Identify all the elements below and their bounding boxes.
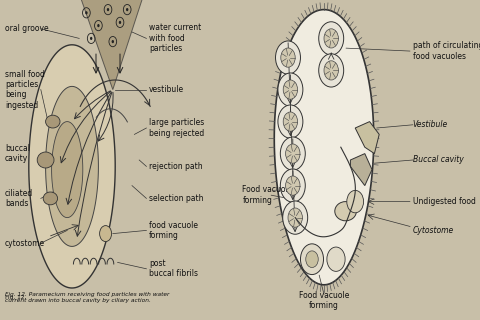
- Polygon shape: [355, 122, 379, 154]
- Text: food vacuole
forming: food vacuole forming: [149, 221, 198, 240]
- Ellipse shape: [43, 192, 58, 205]
- Circle shape: [319, 22, 344, 55]
- Circle shape: [283, 80, 298, 99]
- Polygon shape: [274, 10, 374, 285]
- Circle shape: [347, 190, 364, 213]
- Ellipse shape: [46, 115, 60, 128]
- Text: Fig. 12. Paramecium receiving food particles with water
current drawn into bucca: Fig. 12. Paramecium receiving food parti…: [5, 292, 169, 303]
- Ellipse shape: [335, 202, 356, 221]
- Circle shape: [280, 137, 305, 170]
- Text: selection path: selection path: [149, 194, 204, 203]
- Text: ciliated
bands: ciliated bands: [5, 189, 33, 208]
- Ellipse shape: [37, 152, 54, 168]
- Circle shape: [300, 244, 324, 275]
- Polygon shape: [52, 122, 83, 218]
- Text: Undigested food: Undigested food: [413, 197, 476, 206]
- Circle shape: [111, 40, 114, 43]
- Text: path of circulating
food vacuoles: path of circulating food vacuoles: [413, 42, 480, 61]
- Text: post
buccal fibrils: post buccal fibrils: [149, 259, 198, 278]
- Text: Fig. 12.: Fig. 12.: [5, 295, 28, 300]
- Text: Food vacuole
forming: Food vacuole forming: [242, 186, 293, 205]
- Circle shape: [324, 61, 338, 80]
- Circle shape: [283, 112, 298, 131]
- Text: buccal
cavity: buccal cavity: [5, 144, 30, 163]
- Polygon shape: [350, 154, 372, 186]
- Text: Vestibule: Vestibule: [413, 120, 448, 129]
- Circle shape: [126, 8, 129, 11]
- Text: large particles
being rejected: large particles being rejected: [149, 118, 204, 138]
- Text: Cytostome: Cytostome: [413, 226, 454, 235]
- Polygon shape: [29, 45, 115, 288]
- Circle shape: [107, 8, 109, 11]
- Circle shape: [280, 169, 305, 202]
- Circle shape: [85, 11, 88, 14]
- Text: small food
particles
being
ingested: small food particles being ingested: [5, 69, 45, 110]
- Text: cytostome: cytostome: [5, 239, 45, 248]
- Circle shape: [97, 24, 100, 27]
- Polygon shape: [79, 0, 144, 90]
- Circle shape: [327, 247, 345, 271]
- Text: Buccal cavity: Buccal cavity: [413, 156, 464, 164]
- Circle shape: [100, 226, 112, 242]
- Circle shape: [119, 21, 121, 24]
- Polygon shape: [46, 86, 98, 246]
- Circle shape: [324, 29, 338, 48]
- Text: vestibule: vestibule: [149, 85, 184, 94]
- Circle shape: [286, 144, 300, 163]
- Text: water current
with food
particles: water current with food particles: [149, 23, 201, 53]
- Circle shape: [283, 201, 308, 234]
- Circle shape: [90, 37, 92, 40]
- Circle shape: [276, 41, 300, 74]
- Circle shape: [278, 105, 303, 138]
- Text: oral groove: oral groove: [5, 24, 48, 33]
- Circle shape: [286, 176, 300, 195]
- Text: Food vacuole
forming: Food vacuole forming: [299, 291, 349, 310]
- Circle shape: [306, 251, 318, 268]
- Circle shape: [281, 48, 295, 67]
- Circle shape: [278, 73, 303, 106]
- Text: rejection path: rejection path: [149, 162, 203, 171]
- Circle shape: [288, 208, 302, 227]
- Circle shape: [319, 54, 344, 87]
